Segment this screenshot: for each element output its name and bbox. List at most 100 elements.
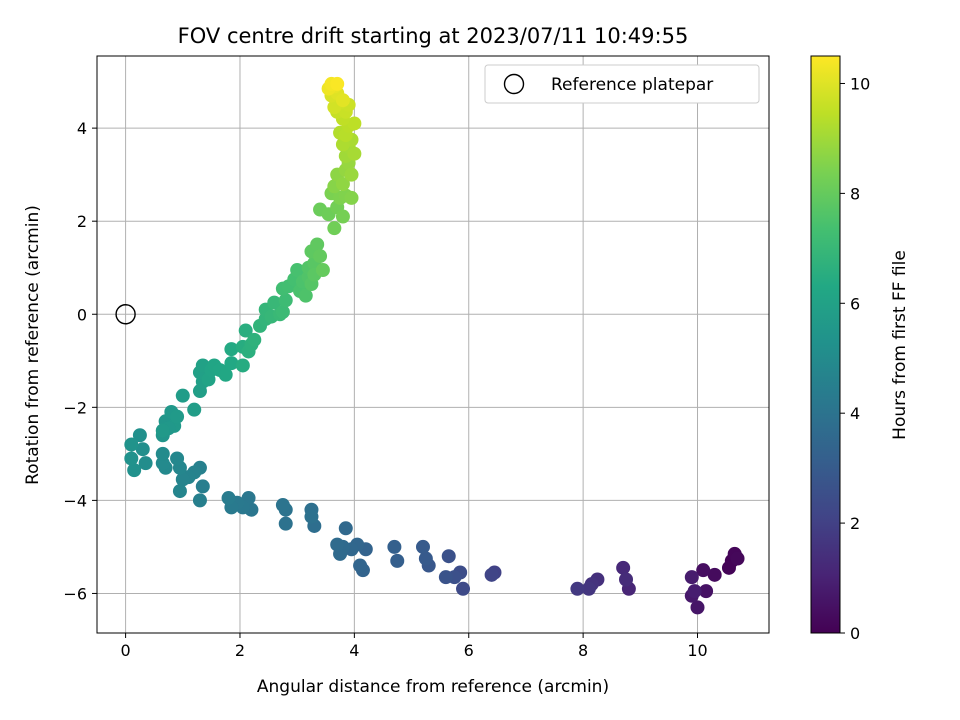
y-tick-label: 0	[77, 305, 87, 324]
x-tick-label: 10	[687, 641, 707, 660]
data-point	[347, 146, 362, 161]
data-point	[238, 323, 253, 338]
data-point	[218, 367, 233, 382]
data-point	[221, 491, 236, 506]
data-point	[175, 388, 190, 403]
colorbar-tick-label: 4	[850, 404, 860, 423]
y-tick-label: 2	[77, 212, 87, 231]
data-point	[278, 293, 293, 308]
data-point	[315, 263, 330, 278]
data-point	[387, 539, 402, 554]
colorbar-tick-label: 2	[850, 514, 860, 533]
data-point	[155, 446, 170, 461]
plot-frame	[96, 55, 770, 634]
data-point	[124, 437, 139, 452]
data-point	[619, 572, 634, 587]
data-point	[438, 570, 453, 585]
data-point	[170, 451, 185, 466]
data-point	[132, 428, 147, 443]
data-point	[335, 93, 350, 108]
colorbar-tick-label: 6	[850, 294, 860, 313]
data-point	[441, 549, 456, 564]
data-point	[730, 551, 745, 566]
data-point	[135, 442, 150, 457]
data-point	[172, 484, 187, 499]
y-tick-label: −2	[63, 398, 87, 417]
data-point	[344, 190, 359, 205]
data-point	[310, 237, 325, 252]
data-point	[484, 567, 499, 582]
plot-area: 0 2 4 6 8 10 −6 −4 −2 0 2 4	[63, 55, 770, 660]
y-axis-ticks: −6 −4 −2 0 2 4	[63, 119, 97, 603]
x-axis-label: Angular distance from reference (arcmin)	[257, 677, 609, 697]
colorbar-ticks: 0 2 4 6 8 10	[840, 74, 870, 643]
plot-background	[97, 56, 769, 633]
data-point	[290, 263, 305, 278]
reference-platepar-marker	[115, 304, 136, 325]
legend: Reference platepar	[484, 64, 760, 104]
data-point	[699, 584, 714, 599]
data-point	[456, 581, 471, 596]
data-point	[344, 167, 359, 182]
y-tick-label: 4	[77, 119, 87, 138]
data-point	[570, 581, 585, 596]
data-point	[187, 402, 202, 417]
data-point	[581, 581, 596, 596]
reference-marker-group	[115, 304, 136, 325]
colorbar: 0 2 4 6 8 10 Hours from first FF file	[810, 55, 910, 643]
data-point	[298, 288, 313, 303]
legend-marker-open-circle	[503, 73, 525, 95]
data-point	[127, 463, 142, 478]
data-point	[192, 493, 207, 508]
data-point	[616, 560, 631, 575]
data-point	[235, 358, 250, 373]
data-point	[224, 342, 239, 357]
data-points	[124, 76, 745, 615]
data-point	[275, 304, 290, 319]
data-point	[690, 600, 705, 615]
data-point	[687, 584, 702, 599]
data-point	[275, 498, 290, 513]
colorbar-tick-label: 10	[850, 74, 870, 93]
data-point	[707, 567, 722, 582]
y-tick-label: −6	[63, 584, 87, 603]
colorbar-label: Hours from first FF file	[890, 250, 910, 440]
x-tick-label: 6	[464, 641, 474, 660]
legend-box	[484, 64, 760, 104]
x-tick-label: 8	[578, 641, 588, 660]
data-point	[330, 76, 345, 91]
data-point	[347, 116, 362, 131]
data-point	[175, 472, 190, 487]
data-point	[304, 509, 319, 524]
chart-title: FOV centre drift starting at 2023/07/11 …	[178, 24, 689, 48]
y-tick-label: −4	[63, 491, 87, 510]
colorbar-tick-label: 8	[850, 184, 860, 203]
data-point	[330, 537, 345, 552]
data-point	[721, 560, 736, 575]
x-axis-ticks: 0 2 4 6 8 10	[121, 633, 708, 660]
data-point	[124, 451, 139, 466]
data-point	[335, 209, 350, 224]
y-axis-label: Rotation from reference (arcmin)	[23, 205, 43, 485]
data-point	[313, 249, 328, 264]
data-point	[327, 221, 342, 236]
data-point	[415, 539, 430, 554]
colorbar-tick-label: 0	[850, 624, 860, 643]
data-point	[155, 423, 170, 438]
data-point	[267, 295, 282, 310]
x-tick-label: 0	[121, 641, 131, 660]
data-point	[390, 553, 405, 568]
data-point	[684, 570, 699, 585]
x-tick-label: 2	[235, 641, 245, 660]
data-point	[278, 516, 293, 531]
data-point	[335, 176, 350, 191]
colorbar-gradient	[810, 55, 841, 634]
data-point	[170, 409, 185, 424]
data-point	[338, 521, 353, 536]
legend-entry-reference-platepar: Reference platepar	[551, 75, 713, 95]
data-point	[195, 479, 210, 494]
data-point	[138, 456, 153, 471]
data-point	[418, 551, 433, 566]
x-tick-label: 4	[349, 641, 359, 660]
